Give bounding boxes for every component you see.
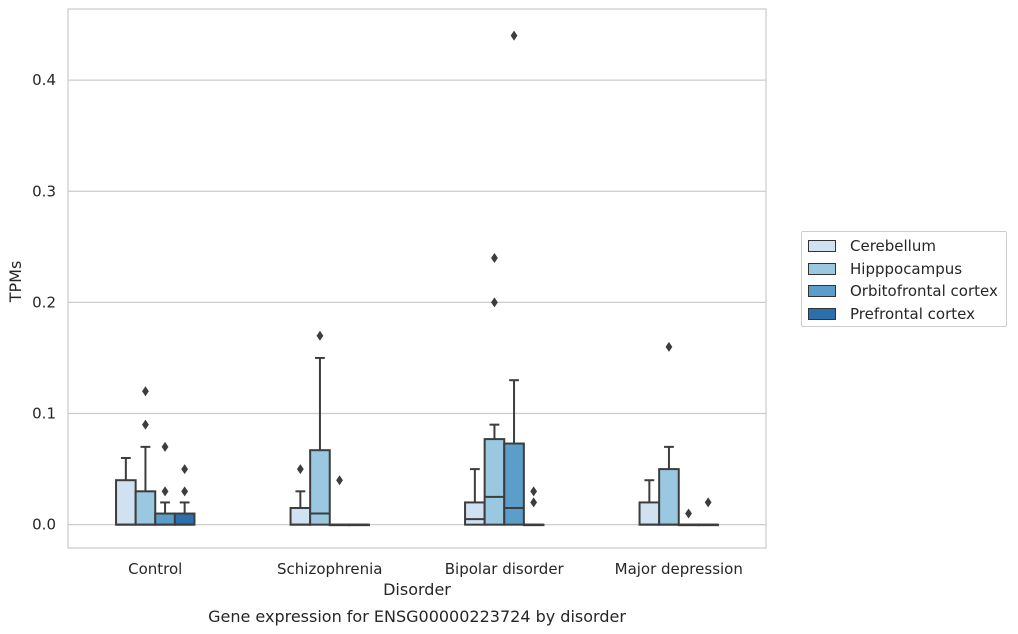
box-prefrontal-cortex [522,486,545,527]
legend-swatch [808,307,836,320]
box-body [134,490,157,526]
box-hipppocampus [483,252,506,526]
box-cerebellum [289,464,312,526]
y-tick-label: 0.1 [32,405,56,423]
outlier-point [665,341,673,352]
box-body [115,479,137,526]
box-body [658,468,680,526]
box-body [503,442,525,526]
plot-frame [67,8,767,549]
box-body [173,512,196,526]
x-tick-label: Schizophrenia [277,560,382,578]
outlier-point [491,252,498,263]
legend-item: Prefrontal cortex [808,303,975,325]
box-body [309,449,331,526]
legend-label: Cerebellum [850,237,936,255]
outlier-point [181,486,189,497]
outlier-point [296,464,304,475]
outlier-point [142,419,149,430]
box-orbitofrontal-cortex [154,441,176,526]
box-body [289,506,312,526]
outlier-point [161,441,169,452]
outlier-point [161,486,169,497]
outlier-point [685,508,692,519]
legend-swatch [808,262,836,275]
outlier-point [142,386,149,397]
outlier-point [530,486,538,497]
x-axis-ticks: Control Schizophrenia Bipolar disorder Majo… [128,560,743,578]
legend: Cerebellum Hipppocampus Orbitofrontal cort… [801,231,1007,327]
box-orbitofrontal-cortex [328,475,351,527]
x-axis-label: Disorder [383,580,451,599]
legend-label: Prefrontal cortex [850,304,975,323]
x-tick-label: Control [128,560,182,578]
legend-item: Hipppocampus [808,258,962,280]
box-prefrontal-cortex [173,464,196,526]
box-hipppocampus [309,330,331,526]
box-orbitofrontal-cortex [677,508,700,527]
y-tick-label: 0.3 [32,182,56,200]
legend-swatch [808,240,836,252]
box-body [464,501,486,526]
box-body [483,438,506,526]
box-hipppocampus [134,386,157,526]
outlier-point [181,464,189,475]
y-tick-label: 0.0 [32,516,56,534]
box-body [638,501,661,526]
outlier-point [510,30,518,41]
box-prefrontal-cortex [697,497,719,527]
box-orbitofrontal-cortex [503,30,525,526]
outlier-point [336,475,343,486]
outlier-point [704,497,712,508]
box-prefrontal-cortex [348,523,370,527]
y-tick-label: 0.4 [32,71,56,89]
box-cerebellum [638,479,661,526]
boxes [115,30,719,527]
legend-label: Hipppocampus [850,259,963,278]
legend-swatch [808,285,836,297]
grid-lines [68,79,766,526]
x-tick-label: Major depression [615,560,743,578]
y-axis-ticks: 0.0 0.1 0.2 0.3 0.4 [32,71,56,534]
legend-label: Orbitofrontal cortex [850,282,998,300]
box-cerebellum [464,468,486,526]
legend-item: Orbitofrontal cortex [808,280,998,302]
box-body [154,512,176,526]
outlier-point [530,497,538,508]
y-tick-label: 0.2 [32,293,56,311]
box-hipppocampus [658,341,680,526]
outlier-point [491,297,498,308]
legend-item: Cerebellum [808,235,936,257]
x-tick-label: Bipolar disorder [445,560,565,578]
outlier-point [316,330,324,341]
chart-caption: Gene expression for ENSG00000223724 by d… [208,607,626,626]
box-cerebellum [115,456,137,526]
y-axis-label: TPMs [6,261,25,304]
